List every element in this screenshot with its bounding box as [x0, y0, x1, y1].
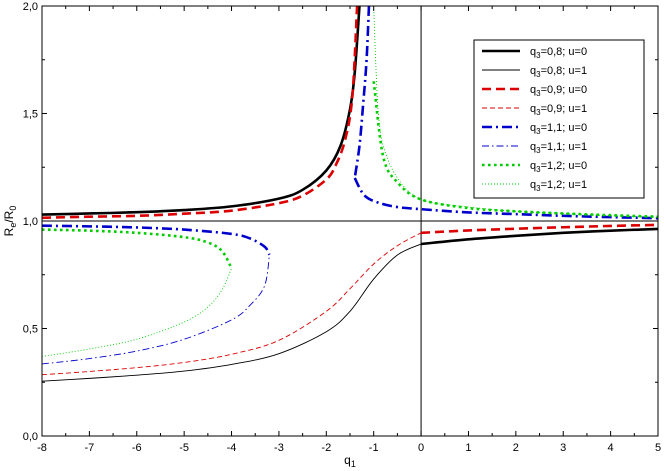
series-line-3 — [42, 6, 658, 235]
series-2-segment-1 — [42, 243, 422, 382]
series-layer — [42, 6, 658, 382]
series-line-4 — [42, 232, 422, 376]
x-tick-label: -4 — [227, 442, 237, 454]
x-tick-label: 5 — [655, 442, 661, 454]
y-tick-label: 1,5 — [23, 109, 38, 121]
y-tick-label: 0,5 — [23, 324, 38, 336]
x-axis: -8 -7 -6 -5 -4 -3 -2 -1 0 1 2 3 4 5 — [37, 6, 661, 454]
legend: q3=0,8; u=0 q3=0,8; u=1 q3=0,9; u=0 q3=0,9;… — [473, 39, 645, 199]
x-tick-label: -8 — [37, 442, 47, 454]
series-5-segment-3 — [353, 177, 658, 220]
x-tick-label: 2 — [513, 442, 519, 454]
series-5-segment-1 — [42, 224, 271, 256]
series-1-segment-1 — [42, 6, 361, 216]
legend-label: q3=1,1; u=1 — [530, 141, 587, 155]
series-line-6 — [42, 254, 270, 365]
series-1-segment-2 — [420, 227, 658, 246]
y-tick-label: 0,0 — [23, 431, 38, 443]
y-axis: 0,0 0,5 1,0 1,5 2,0 — [23, 1, 658, 443]
series-3-segment-1 — [42, 6, 359, 220]
x-tick-label: -7 — [84, 442, 94, 454]
series-4-segment-1 — [42, 232, 422, 376]
x-tick-label: -2 — [321, 442, 331, 454]
series-line-2 — [42, 243, 422, 382]
series-line-5 — [42, 6, 658, 256]
x-tick-label: -1 — [369, 442, 379, 454]
x-tick-label: -3 — [274, 442, 284, 454]
x-tick-label: -6 — [132, 442, 142, 454]
x-tick-label: 0 — [418, 442, 424, 454]
series-6-segment-1 — [42, 254, 270, 365]
reference-lines — [42, 6, 658, 436]
legend-label: q3=1,1; u=0 — [530, 122, 587, 136]
x-tick-label: 1 — [465, 442, 471, 454]
legend-label: q3=1,2; u=0 — [530, 160, 587, 174]
legend-label: q3=0,9; u=1 — [530, 103, 587, 117]
x-tick-label: -5 — [179, 442, 189, 454]
x-axis-title: q1 — [344, 453, 356, 469]
legend-label: q3=0,8; u=0 — [530, 46, 587, 60]
series-line-1 — [42, 6, 658, 246]
legend-label: q3=0,9; u=0 — [530, 84, 587, 98]
legend-box — [473, 39, 645, 199]
series-3-segment-2 — [421, 223, 658, 235]
x-tick-label: 4 — [608, 442, 614, 454]
legend-label: q3=1,2; u=1 — [530, 179, 587, 193]
x-tick-label: 3 — [560, 442, 566, 454]
legend-label: q3=0,8; u=1 — [530, 65, 587, 79]
y-tick-label: 2,0 — [23, 1, 38, 13]
y-tick-label: 1,0 — [23, 216, 38, 228]
y-axis-title: Re/R0 — [2, 206, 18, 237]
